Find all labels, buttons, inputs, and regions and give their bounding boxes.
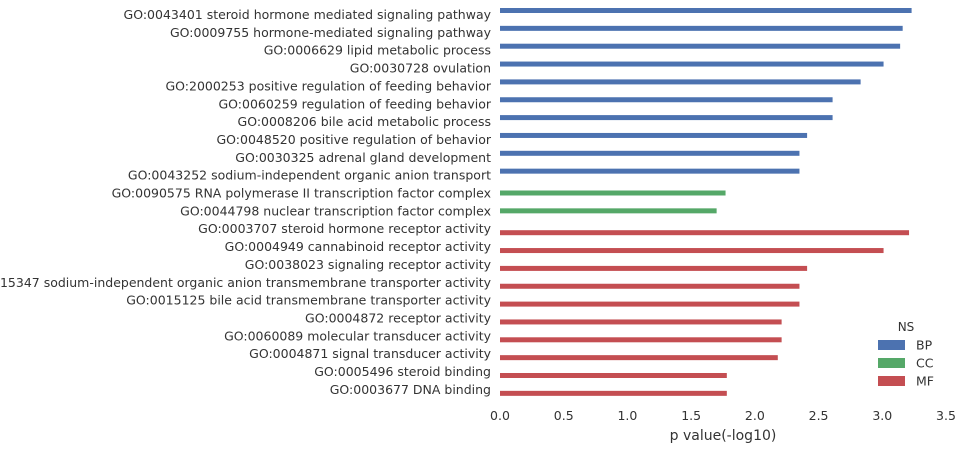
bar-cc — [500, 190, 726, 196]
legend-swatch-bp — [878, 340, 905, 350]
y-tick-label: GO:2000253 positive regulation of feedin… — [165, 78, 491, 93]
bar-mf — [500, 283, 800, 289]
legend-title: NS — [898, 320, 915, 334]
y-tick-label: GO:0003677 DNA binding — [330, 382, 491, 397]
bar-bp — [500, 61, 884, 67]
y-tick-label: GO:0030325 adrenal gland development — [235, 150, 491, 165]
y-tick-label: GO:0008206 bile acid metabolic process — [238, 114, 491, 129]
bar-bp — [500, 132, 808, 138]
x-tick-label: 1.0 — [617, 408, 637, 423]
bar-bp — [500, 168, 800, 174]
bar-mf — [500, 265, 808, 271]
y-tick-label: GO:0048520 positive regulation of behavi… — [216, 132, 491, 147]
y-tick-label: GO:0090575 RNA polymerase II transcripti… — [112, 186, 491, 201]
y-tick-label: GO:0015347 sodium-independent organic an… — [0, 275, 492, 290]
y-tick-label: GO:0005496 steroid binding — [314, 364, 491, 379]
legend: NS BP CC MF — [878, 320, 934, 389]
legend-swatch-cc — [878, 358, 905, 368]
y-tick-label: GO:0043401 steroid hormone mediated sign… — [124, 7, 492, 22]
y-tick-label: GO:0038023 signaling receptor activity — [245, 257, 492, 272]
bar-mf — [500, 390, 727, 396]
y-tick-label: GO:0003707 steroid hormone receptor acti… — [198, 221, 491, 236]
x-tick-label: 0.0 — [490, 408, 510, 423]
bar-mf — [500, 373, 727, 378]
legend-swatch-mf — [878, 376, 905, 386]
y-tick-label: GO:0006629 lipid metabolic process — [264, 43, 491, 58]
bars-group — [500, 8, 912, 396]
x-tick-label: 3.0 — [872, 408, 892, 423]
x-tick-label: 0.5 — [554, 408, 574, 423]
y-tick-label: GO:0004872 receptor activity — [305, 310, 492, 325]
y-tick-label: GO:0044798 nuclear transcription factor … — [180, 203, 491, 218]
y-tick-label: GO:0004949 cannabinoid receptor activity — [225, 239, 492, 254]
y-tick-labels: GO:0043401 steroid hormone mediated sign… — [0, 7, 492, 397]
bar-mf — [500, 337, 782, 343]
bar-bp — [500, 25, 903, 31]
x-tick-label: 3.5 — [936, 408, 956, 423]
bar-bp — [500, 97, 833, 103]
bar-bp — [500, 43, 901, 49]
legend-label-bp: BP — [916, 338, 933, 353]
x-tick-label: 1.5 — [681, 408, 701, 423]
y-tick-label: GO:0015125 bile acid transmembrane trans… — [126, 293, 491, 308]
bar-mf — [500, 355, 778, 361]
bar-mf — [500, 248, 884, 254]
bar-bp — [500, 8, 912, 13]
x-tick-label: 2.0 — [745, 408, 765, 423]
bar-mf — [500, 319, 782, 325]
bar-cc — [500, 208, 717, 214]
bar-mf — [500, 230, 910, 236]
x-axis-title: p value(-log10) — [670, 428, 777, 444]
bar-bp — [500, 79, 861, 85]
legend-label-mf: MF — [916, 374, 934, 389]
y-tick-label: GO:0060089 molecular transducer activity — [224, 328, 492, 343]
y-tick-label: GO:0009755 hormone-mediated signaling pa… — [170, 25, 492, 40]
y-tick-label: GO:0043252 sodium-independent organic an… — [128, 168, 491, 183]
y-tick-label: GO:0060259 regulation of feeding behavio… — [218, 96, 491, 111]
y-tick-label: GO:0030728 ovulation — [350, 61, 491, 76]
x-tick-label: 2.5 — [809, 408, 829, 423]
x-tick-labels: 0.0 0.5 1.0 1.5 2.0 2.5 3.0 3.5 — [490, 408, 956, 423]
bar-mf — [500, 301, 800, 307]
bar-bp — [500, 150, 800, 156]
y-tick-label: GO:0004871 signal transducer activity — [249, 346, 491, 361]
bar-bp — [500, 115, 833, 121]
legend-label-cc: CC — [916, 356, 934, 371]
